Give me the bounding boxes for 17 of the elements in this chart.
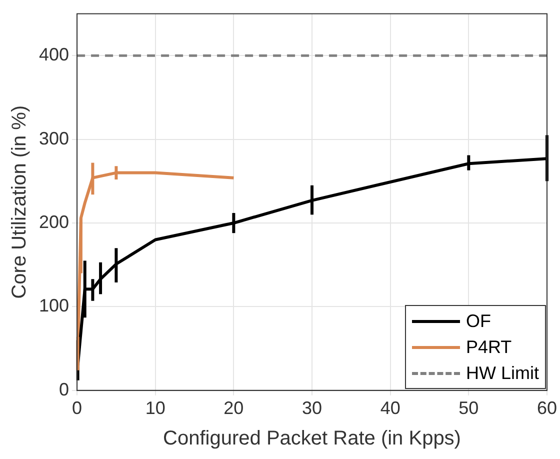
x-tick-label: 60 (536, 398, 558, 418)
x-tick-label: 30 (302, 398, 322, 418)
x-tick-label: 10 (145, 398, 166, 418)
y-tick-label: 200 (38, 212, 70, 232)
y-tick-label: 0 (59, 379, 70, 400)
legend-label: P4RT (466, 336, 512, 358)
x-tick-label: 40 (380, 398, 400, 418)
x-tick-label: 0 (72, 398, 82, 418)
legend-label: HW Limit (466, 362, 539, 384)
y-axis-title: Core Utilization (in %) (8, 105, 31, 299)
y-tick-label: 300 (38, 128, 70, 148)
x-tick-label: 20 (224, 398, 244, 418)
y-tick-label: 100 (38, 296, 70, 316)
x-tick-label: 50 (458, 398, 479, 418)
y-tick-label: 400 (38, 44, 70, 65)
x-axis-title: Configured Packet Rate (in Kpps) (163, 428, 461, 450)
legend-label: OF (466, 310, 491, 332)
